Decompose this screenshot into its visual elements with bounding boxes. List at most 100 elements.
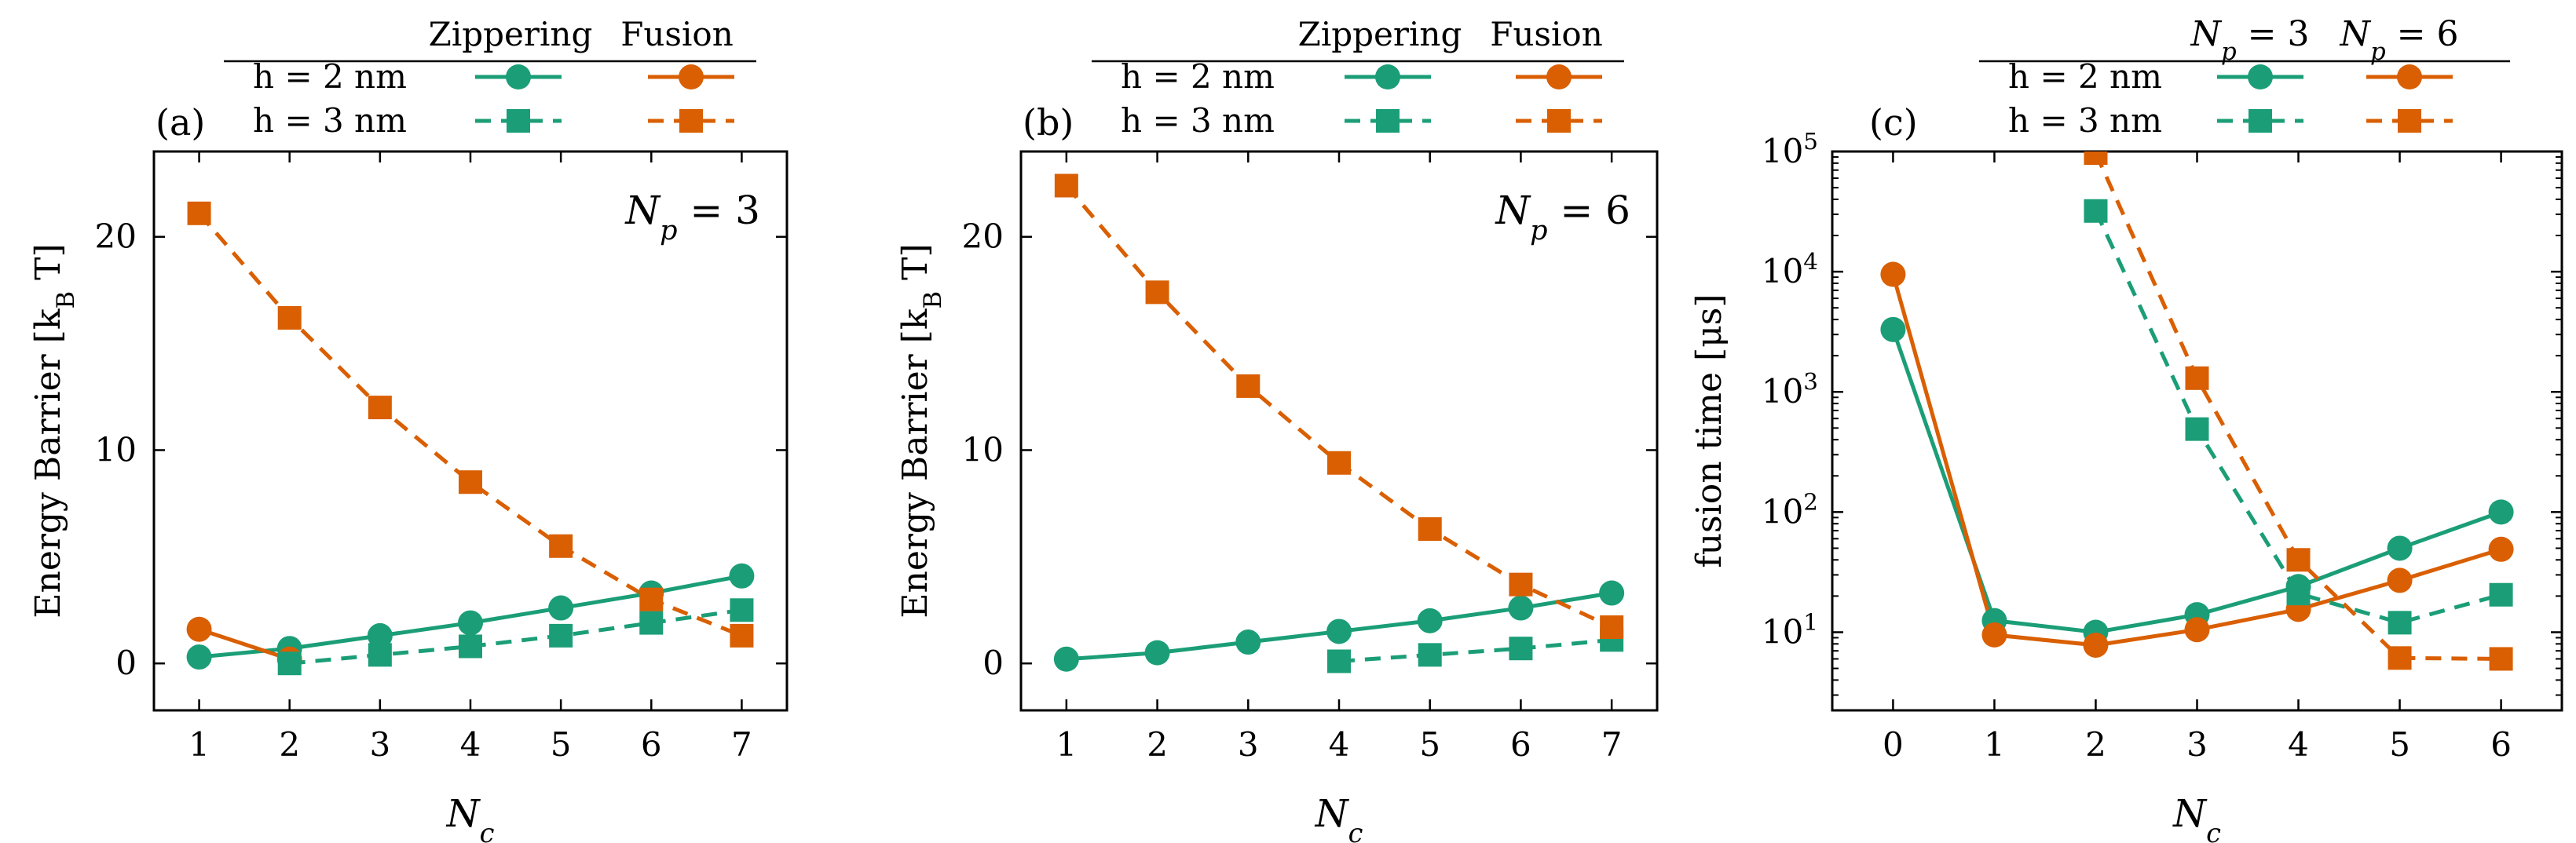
data-point-circle [1880,261,1906,287]
panel-annotation: Np = 3 [624,188,760,246]
data-point-square [2489,647,2513,671]
y-tick-label: 10 [962,430,1004,469]
y-axis-label: fusion time [μs] [1689,294,1729,567]
data-point-circle [2488,536,2514,562]
data-point-square [1509,637,1533,661]
data-point-circle [1981,622,2007,648]
panel-b: 1 2 3 4 5 6 7 0 10 20 Nc (b) [962,101,1659,843]
data-point-circle [729,563,755,589]
legend-col-header: Fusion [620,15,734,53]
x-tick-label: 5 [1419,725,1440,764]
y-tick-label: 103 [1762,368,1818,411]
x-tick-label: 1 [188,725,210,764]
legend-col-header: Fusion [1490,15,1603,53]
legend-col-header: Np = 3 [2190,14,2309,66]
x-tick-label: 5 [2389,725,2410,764]
data-point-circle [2083,632,2109,658]
data-point-circle [1326,619,1352,644]
legend-marker [1375,64,1400,89]
legend-marker [1546,64,1572,89]
data-point-square [2286,548,2311,572]
legend: Zippering Fusion h = 2 nm h = 3 nm [1092,15,1624,140]
y-tick-label: 20 [962,217,1004,256]
legend-marker [679,109,703,133]
x-tick-label: 3 [1238,725,1259,764]
data-point-square [2185,417,2209,441]
y-tick-label: 10 [95,430,137,469]
legend-row-label: h = 3 nm [2008,101,2162,140]
data-point-square [277,305,302,330]
data-point-circle [2387,567,2413,593]
legend-marker [1376,109,1400,133]
legend-row-label: h = 2 nm [2008,57,2162,96]
data-point-square [1418,643,1442,667]
legend-row-label: h = 3 nm [253,101,407,140]
x-tick-label: 4 [460,725,481,764]
data-point-square [2084,199,2108,223]
data-point-circle [186,644,212,670]
x-tick-label: 1 [1056,725,1077,764]
panel-c: 0 1 2 3 4 5 6 101 102 103 104 105 Nc (c) [1762,101,2563,843]
x-tick-label: 3 [2186,725,2208,764]
data-point-square [2084,151,2108,166]
panel-label: (c) [1869,101,1918,144]
legend-marker [2249,109,2272,133]
data-point-square [1236,374,1261,398]
legend-marker [506,64,531,89]
x-tick-label: 2 [279,725,300,764]
legend-col-header: Zippering [1298,15,1462,53]
data-point-square [1509,572,1533,597]
x-tick-label: 7 [1601,725,1623,764]
x-tick-label: 7 [731,725,752,764]
panel-label: (b) [1023,101,1074,144]
x-tick-label: 0 [1883,725,1904,764]
data-point-circle [1508,595,1534,621]
x-tick-label: 6 [641,725,662,764]
data-point-square [2489,582,2513,607]
series-line [198,627,291,662]
data-point-circle [1417,608,1443,633]
data-point-square [1327,451,1351,475]
data-point-circle [2488,499,2514,525]
legend-row-label: h = 2 nm [253,57,407,96]
x-tick-label: 2 [1147,725,1168,764]
data-point-square [730,623,754,648]
legend-marker [2398,109,2421,133]
x-axis-label: Nc [446,792,495,843]
legend-row-label: h = 3 nm [1121,101,1275,140]
data-point-square [730,598,754,622]
data-point-square [2388,646,2412,670]
y-tick-label: 104 [1762,248,1818,290]
data-point-circle [1053,646,1079,672]
x-tick-label: 6 [2490,725,2512,764]
x-axis-label: Nc [1315,792,1363,843]
data-point-circle [458,610,483,636]
data-point-square [549,534,573,558]
panel-label: (a) [156,101,205,144]
data-point-square [1145,280,1169,305]
data-point-square [187,201,211,225]
data-point-square [368,396,392,420]
legend-marker [2397,64,2422,89]
x-tick-label: 4 [1329,725,1350,764]
y-axis-label: Energy Barrier [kB T] [895,243,947,618]
data-point-square [639,611,664,635]
y-tick-label: 0 [115,644,137,682]
series-line [2094,210,2502,625]
data-point-circle [2184,617,2210,643]
series-line [197,212,743,638]
data-area [1880,151,2514,671]
data-point-circle [548,595,574,621]
data-point-square [2388,611,2412,635]
legend-marker [2248,64,2273,89]
data-point-square [2185,366,2209,390]
x-tick-label: 4 [2288,725,2309,764]
x-tick-label: 5 [551,725,572,764]
x-tick-label: 2 [2085,725,2106,764]
y-axis-label: Energy Barrier [kB T] [28,243,80,618]
x-axis-label: Nc [2172,792,2221,843]
legend-marker [1547,109,1571,133]
legend-col-header: Zippering [429,15,593,53]
legend: Zippering Fusion h = 2 nm h = 3 nm [224,15,756,140]
